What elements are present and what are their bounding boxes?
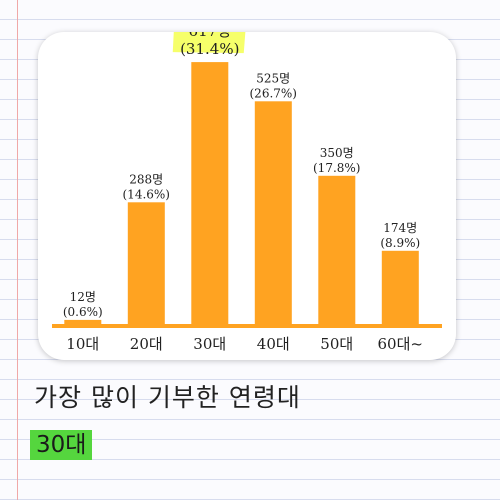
category-label-0: 10대	[66, 335, 99, 353]
chart-card: 12명(0.6%) 10대 288명(14.6%) 20대 617명(31.4%) 30대…	[38, 32, 456, 360]
bar-5	[381, 250, 419, 325]
answer-badge: 30대	[30, 430, 93, 460]
bar-0	[64, 319, 102, 325]
value-label-2: 617명	[189, 32, 231, 40]
value-label-0: 12명	[70, 290, 96, 304]
category-label-1: 20대	[130, 335, 163, 353]
chart-caption: 가장 많이 기부한 연령대	[34, 383, 301, 412]
category-label-3: 40대	[257, 335, 290, 353]
percent-label-5: (8.9%)	[380, 236, 420, 250]
value-label-4: 350명	[320, 146, 354, 160]
value-label-1: 288명	[129, 172, 163, 186]
percent-label-3: (26.7%)	[250, 86, 297, 100]
bar-2	[191, 62, 229, 325]
percent-label-0: (0.6%)	[63, 305, 103, 319]
bar-chart: 12명(0.6%) 10대 288명(14.6%) 20대 617명(31.4%) 30대…	[52, 32, 442, 353]
percent-label-4: (17.8%)	[313, 161, 360, 175]
value-label-5: 174명	[383, 221, 417, 235]
bar-4	[318, 175, 356, 325]
category-label-5: 60대~	[378, 335, 423, 353]
highlight-marker	[172, 32, 246, 54]
category-label-4: 50대	[320, 335, 353, 353]
value-label-3: 525명	[256, 71, 290, 85]
category-label-2: 30대	[193, 335, 226, 353]
percent-label-2: (31.4%)	[180, 40, 239, 58]
percent-label-1: (14.6%)	[123, 187, 170, 201]
bar-1	[127, 202, 165, 325]
bar-3	[254, 101, 292, 325]
